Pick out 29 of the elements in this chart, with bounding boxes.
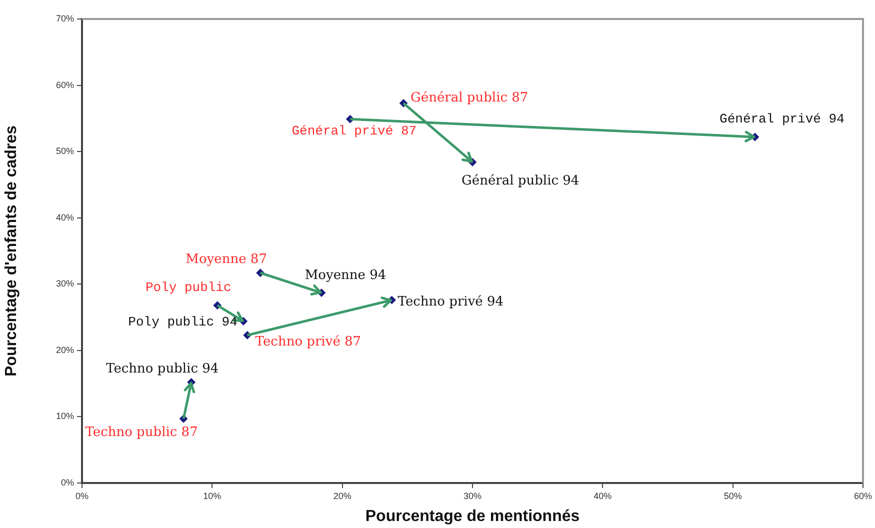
y-tick-label: 30% <box>56 278 74 289</box>
data-label: Techno privé 94 <box>398 294 504 310</box>
data-label: Général privé 94 <box>720 111 845 126</box>
data-label: Général public 94 <box>461 174 580 189</box>
data-label: Poly public <box>145 280 232 295</box>
y-axis-title: Pourcentage d'enfants de cadres <box>3 125 20 376</box>
y-tick-label: 50% <box>56 146 74 156</box>
data-label: Moyenne 87 <box>186 252 267 268</box>
x-tick-label: 10% <box>203 490 222 501</box>
y-tick-label: 20% <box>56 344 74 355</box>
x-axis-title: Pourcentage de mentionnés <box>365 508 580 525</box>
x-tick-label: 40% <box>594 490 612 501</box>
x-tick-label: 30% <box>463 490 482 501</box>
y-tick-label: 70% <box>56 13 74 24</box>
data-label: Poly public 94 <box>128 314 238 330</box>
data-label: Général privé 87 <box>292 124 417 139</box>
data-label: Techno public 94 <box>106 362 219 377</box>
data-label: Techno privé 87 <box>255 334 362 350</box>
x-tick-label: 60% <box>854 490 872 501</box>
x-tick-label: 20% <box>333 490 352 501</box>
y-tick-label: 0% <box>60 477 74 488</box>
y-tick-label: 60% <box>56 80 74 90</box>
x-tick-label: 0% <box>75 490 89 501</box>
y-tick-label: 10% <box>56 411 74 422</box>
data-label: Moyenne 94 <box>304 268 386 284</box>
data-label: Techno public 87 <box>85 425 198 440</box>
y-tick-label: 40% <box>56 212 74 222</box>
data-label: Général public 87 <box>410 90 528 106</box>
x-tick-label: 50% <box>724 490 742 501</box>
